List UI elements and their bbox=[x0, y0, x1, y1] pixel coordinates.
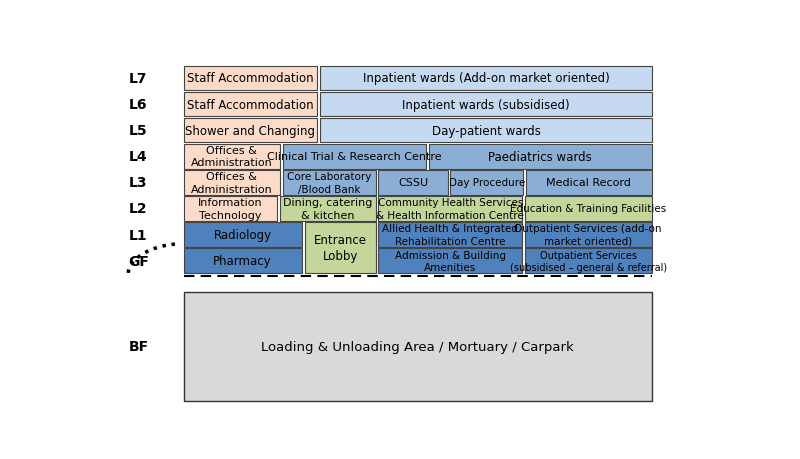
Text: Education & Training Facilities: Education & Training Facilities bbox=[510, 204, 666, 214]
Text: Inpatient wards (subsidised): Inpatient wards (subsidised) bbox=[402, 98, 570, 111]
Text: CSSU: CSSU bbox=[398, 178, 428, 188]
FancyBboxPatch shape bbox=[525, 223, 652, 247]
Text: Pharmacy: Pharmacy bbox=[214, 255, 272, 268]
Text: Shower and Changing: Shower and Changing bbox=[186, 124, 315, 137]
FancyBboxPatch shape bbox=[525, 197, 652, 221]
Text: L3: L3 bbox=[129, 176, 148, 190]
FancyBboxPatch shape bbox=[184, 67, 317, 91]
FancyBboxPatch shape bbox=[184, 197, 277, 221]
FancyBboxPatch shape bbox=[320, 92, 652, 117]
Text: L1: L1 bbox=[129, 228, 148, 242]
FancyBboxPatch shape bbox=[184, 118, 317, 143]
FancyBboxPatch shape bbox=[184, 92, 317, 117]
Text: Dining, catering
& kitchen: Dining, catering & kitchen bbox=[283, 198, 373, 220]
Text: BF: BF bbox=[128, 340, 149, 353]
FancyBboxPatch shape bbox=[320, 67, 652, 91]
Text: Clinical Trial & Research Centre: Clinical Trial & Research Centre bbox=[267, 152, 442, 162]
FancyBboxPatch shape bbox=[305, 223, 376, 274]
Text: Offices &
Administration: Offices & Administration bbox=[191, 172, 273, 194]
Text: Offices &
Administration: Offices & Administration bbox=[191, 146, 273, 168]
Text: Day Procedure: Day Procedure bbox=[449, 178, 525, 188]
FancyBboxPatch shape bbox=[280, 197, 376, 221]
FancyBboxPatch shape bbox=[184, 292, 652, 402]
FancyBboxPatch shape bbox=[320, 118, 652, 143]
Text: Inpatient wards (Add-on market oriented): Inpatient wards (Add-on market oriented) bbox=[362, 72, 610, 85]
FancyBboxPatch shape bbox=[526, 171, 652, 195]
Text: Radiology: Radiology bbox=[214, 229, 272, 241]
FancyBboxPatch shape bbox=[283, 145, 426, 169]
FancyBboxPatch shape bbox=[283, 171, 376, 195]
Text: Allied Health & Integrated
Rehabilitation Centre: Allied Health & Integrated Rehabilitatio… bbox=[382, 224, 518, 246]
Text: L5: L5 bbox=[129, 124, 148, 138]
FancyBboxPatch shape bbox=[378, 223, 522, 247]
Text: L4: L4 bbox=[129, 150, 148, 164]
FancyBboxPatch shape bbox=[184, 145, 280, 169]
FancyBboxPatch shape bbox=[378, 171, 448, 195]
Text: Entrance
Lobby: Entrance Lobby bbox=[314, 234, 366, 263]
FancyBboxPatch shape bbox=[525, 249, 652, 274]
FancyBboxPatch shape bbox=[184, 249, 302, 274]
Text: Staff Accommodation: Staff Accommodation bbox=[187, 98, 314, 111]
Text: Core Laboratory
/Blood Bank: Core Laboratory /Blood Bank bbox=[287, 172, 371, 194]
Text: L6: L6 bbox=[129, 98, 148, 112]
Text: Information
Technology: Information Technology bbox=[198, 198, 262, 220]
Text: Medical Record: Medical Record bbox=[546, 178, 631, 188]
FancyBboxPatch shape bbox=[429, 145, 652, 169]
FancyBboxPatch shape bbox=[378, 249, 522, 274]
Text: Paediatrics wards: Paediatrics wards bbox=[488, 151, 592, 163]
Text: Admission & Building
Amenities: Admission & Building Amenities bbox=[395, 250, 506, 272]
Text: L2: L2 bbox=[129, 202, 148, 216]
Text: Outpatient Services
(subsidised – general & referral): Outpatient Services (subsidised – genera… bbox=[510, 250, 667, 272]
FancyBboxPatch shape bbox=[378, 197, 522, 221]
Text: Day-patient wards: Day-patient wards bbox=[431, 124, 540, 137]
Text: Community Health Services
& Health Information Centre: Community Health Services & Health Infor… bbox=[377, 198, 524, 220]
Text: Outpatient Services (add-on
market oriented): Outpatient Services (add-on market orien… bbox=[514, 224, 662, 246]
FancyBboxPatch shape bbox=[184, 223, 302, 247]
Text: L7: L7 bbox=[129, 72, 148, 86]
FancyBboxPatch shape bbox=[184, 171, 280, 195]
Text: Loading & Unloading Area / Mortuary / Carpark: Loading & Unloading Area / Mortuary / Ca… bbox=[262, 340, 574, 353]
Text: Staff Accommodation: Staff Accommodation bbox=[187, 72, 314, 85]
FancyBboxPatch shape bbox=[450, 171, 523, 195]
Text: GF: GF bbox=[128, 254, 149, 268]
